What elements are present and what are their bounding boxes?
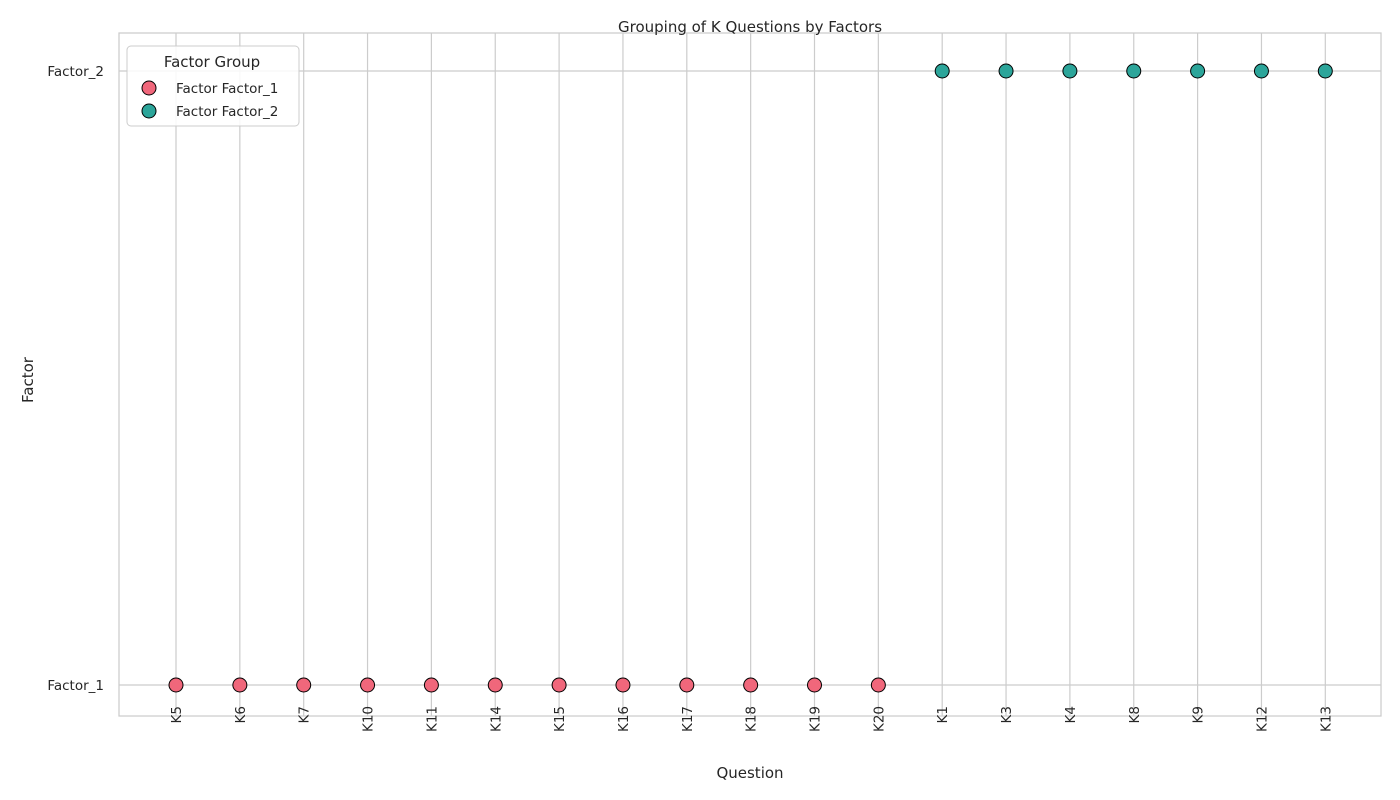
plot-background [119,33,1381,716]
x-tick-label: K13 [1318,706,1334,732]
legend-title: Factor Group [164,53,260,71]
data-point [1253,63,1269,79]
data-point [551,677,567,693]
legend-box [126,45,300,127]
grid [119,33,1381,716]
x-tick-labels: K5 K6 K7 K10 K11 K14 K15 K16 K17 K18 K19 K20 K1 K3 K4 K… [169,706,1334,732]
x-tick-label: K3 [999,706,1015,723]
y-tick-labels: Factor_1 Factor_2 [47,64,104,694]
x-tick-label: K17 [680,706,696,732]
data-point [934,63,950,79]
x-tick-label: K20 [871,706,887,732]
data-point [679,677,695,693]
x-tick-label: K1 [935,706,951,723]
x-tick-label: K10 [361,706,377,732]
data-point [168,677,184,693]
x-tick-label: K18 [744,706,760,732]
legend-marker [141,80,157,96]
legend-label: Factor Factor_2 [176,104,278,120]
y-tick-label: Factor_1 [47,678,104,694]
data-point [1062,63,1078,79]
data-point [807,677,822,693]
x-tick-label: K11 [424,706,440,732]
x-tick-label: K12 [1254,706,1270,732]
data-point [1190,63,1206,79]
data-point [743,677,759,693]
data-point [1317,63,1333,79]
x-tick-label: K19 [808,706,824,732]
data-point [998,63,1014,79]
data-point [1126,63,1142,79]
data-point [870,677,886,693]
y-tick-label: Factor_2 [47,64,104,80]
data-point [423,677,439,693]
x-tick-label: K15 [552,706,568,732]
plot-frame [118,32,1382,717]
legend-label: Factor Factor_1 [176,81,278,97]
data-point [615,677,631,693]
x-tick-label: K14 [488,706,504,732]
x-tick-label: K6 [233,706,249,723]
x-tick-label: K16 [616,706,632,732]
x-axis-label: Question [716,764,783,782]
x-tick-label: K5 [169,706,185,723]
x-tick-label: K8 [1127,706,1143,723]
x-tick-label: K7 [297,706,313,723]
chart-title: Grouping of K Questions by Factors [618,18,882,36]
x-tick-label: K4 [1063,706,1079,723]
x-tick-label: K9 [1191,706,1207,723]
legend-marker [141,103,157,119]
data-point [232,677,248,693]
data-point [487,677,503,693]
legend-items: Factor Factor_1 Factor Factor_2 [141,80,278,120]
data-points [168,63,1333,693]
data-point [360,677,376,693]
y-axis-label: Factor [19,356,37,403]
data-point [296,677,312,693]
